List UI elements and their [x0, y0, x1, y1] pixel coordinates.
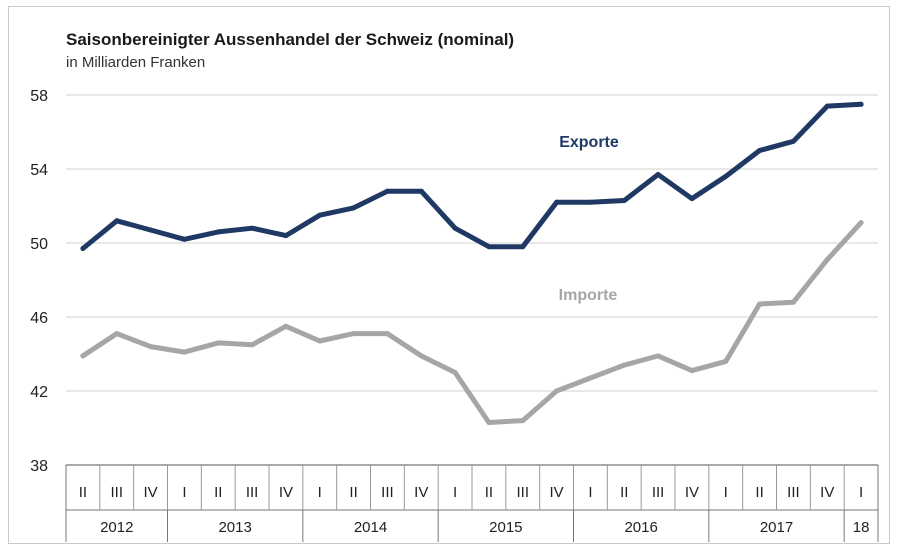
- year-label: 2015: [489, 519, 522, 536]
- year-label: 2016: [624, 519, 657, 536]
- quarter-label: I: [453, 484, 457, 501]
- series-label-importe: Importe: [559, 287, 618, 304]
- y-tick-label: 46: [30, 310, 48, 327]
- y-tick-label: 38: [30, 458, 48, 475]
- year-label: 18: [853, 519, 870, 536]
- quarter-label: II: [485, 484, 493, 501]
- data-point-exporte: [689, 196, 695, 202]
- data-point-importe: [249, 342, 255, 348]
- data-point-importe: [452, 370, 458, 375]
- data-point-importe: [181, 349, 187, 355]
- chart-subtitle: in Milliarden Franken: [66, 54, 206, 71]
- data-point-importe: [418, 353, 424, 359]
- data-point-exporte: [80, 246, 86, 252]
- quarter-label: III: [787, 484, 800, 501]
- quarter-label: IV: [279, 484, 293, 501]
- data-point-exporte: [148, 227, 154, 233]
- data-point-importe: [351, 331, 357, 337]
- quarter-label: III: [652, 484, 665, 501]
- year-label: 2013: [218, 519, 251, 536]
- data-point-exporte: [587, 199, 593, 205]
- data-point-exporte: [317, 212, 323, 218]
- data-point-exporte: [452, 225, 458, 231]
- year-label: 2012: [100, 519, 133, 536]
- series-label-exporte: Exporte: [559, 134, 619, 151]
- quarter-label: III: [516, 484, 529, 501]
- data-point-exporte: [757, 148, 763, 153]
- quarter-label: IV: [143, 484, 157, 501]
- quarter-label: II: [79, 484, 87, 501]
- quarter-label: I: [724, 484, 728, 501]
- data-point-importe: [486, 419, 492, 425]
- quarter-label: II: [755, 484, 763, 501]
- quarter-label: IV: [549, 484, 563, 501]
- data-point-importe: [520, 418, 526, 424]
- quarter-label: II: [349, 484, 357, 501]
- y-tick-label: 42: [30, 384, 48, 401]
- data-point-importe: [148, 344, 154, 350]
- data-point-exporte: [790, 138, 796, 144]
- data-point-importe: [790, 299, 796, 305]
- quarter-label: I: [182, 484, 186, 501]
- data-point-importe: [215, 340, 221, 346]
- series-line-importe: [80, 220, 864, 425]
- data-point-importe: [80, 353, 86, 359]
- y-tick-label: 54: [30, 162, 48, 179]
- y-tick-label: 50: [30, 236, 48, 253]
- data-point-importe: [689, 368, 695, 374]
- data-point-importe: [587, 375, 593, 381]
- chart-frame: [8, 6, 890, 544]
- data-point-importe: [317, 338, 323, 344]
- quarter-label: I: [588, 484, 592, 501]
- quarter-label: I: [318, 484, 322, 501]
- data-point-exporte: [181, 236, 187, 242]
- data-point-exporte: [249, 225, 255, 231]
- y-tick-label: 58: [30, 88, 48, 105]
- data-point-exporte: [215, 229, 221, 235]
- data-point-exporte: [114, 218, 120, 224]
- data-point-exporte: [655, 172, 661, 178]
- data-point-exporte: [283, 233, 289, 239]
- quarter-label: III: [381, 484, 394, 501]
- data-point-importe: [554, 388, 560, 394]
- data-point-importe: [757, 301, 763, 307]
- data-point-importe: [384, 331, 390, 337]
- data-point-exporte: [723, 173, 729, 179]
- quarter-label: IV: [820, 484, 834, 501]
- data-point-importe: [114, 331, 120, 337]
- quarter-label: III: [110, 484, 123, 501]
- year-label: 2014: [354, 519, 387, 536]
- quarter-label: II: [214, 484, 222, 501]
- year-label: 2017: [760, 519, 793, 536]
- quarter-label: II: [620, 484, 628, 501]
- series-line-exporte: [80, 101, 864, 251]
- data-point-exporte: [824, 103, 830, 109]
- data-point-importe: [723, 358, 729, 364]
- data-point-importe: [621, 362, 627, 368]
- quarter-label: I: [859, 484, 863, 501]
- data-point-exporte: [418, 188, 424, 194]
- data-point-exporte: [351, 205, 357, 211]
- data-point-exporte: [858, 101, 864, 107]
- data-point-importe: [655, 353, 661, 359]
- quarter-label: IV: [414, 484, 428, 501]
- data-point-exporte: [520, 244, 526, 250]
- data-point-exporte: [621, 197, 627, 203]
- data-point-exporte: [554, 199, 560, 205]
- data-point-importe: [283, 323, 289, 329]
- quarter-label: IV: [685, 484, 699, 501]
- quarter-label: III: [246, 484, 259, 501]
- data-point-exporte: [384, 188, 390, 194]
- chart-title: Saisonbereinigter Aussenhandel der Schwe…: [66, 30, 515, 49]
- data-point-importe: [858, 220, 864, 226]
- data-point-exporte: [486, 244, 492, 250]
- data-point-importe: [824, 257, 830, 263]
